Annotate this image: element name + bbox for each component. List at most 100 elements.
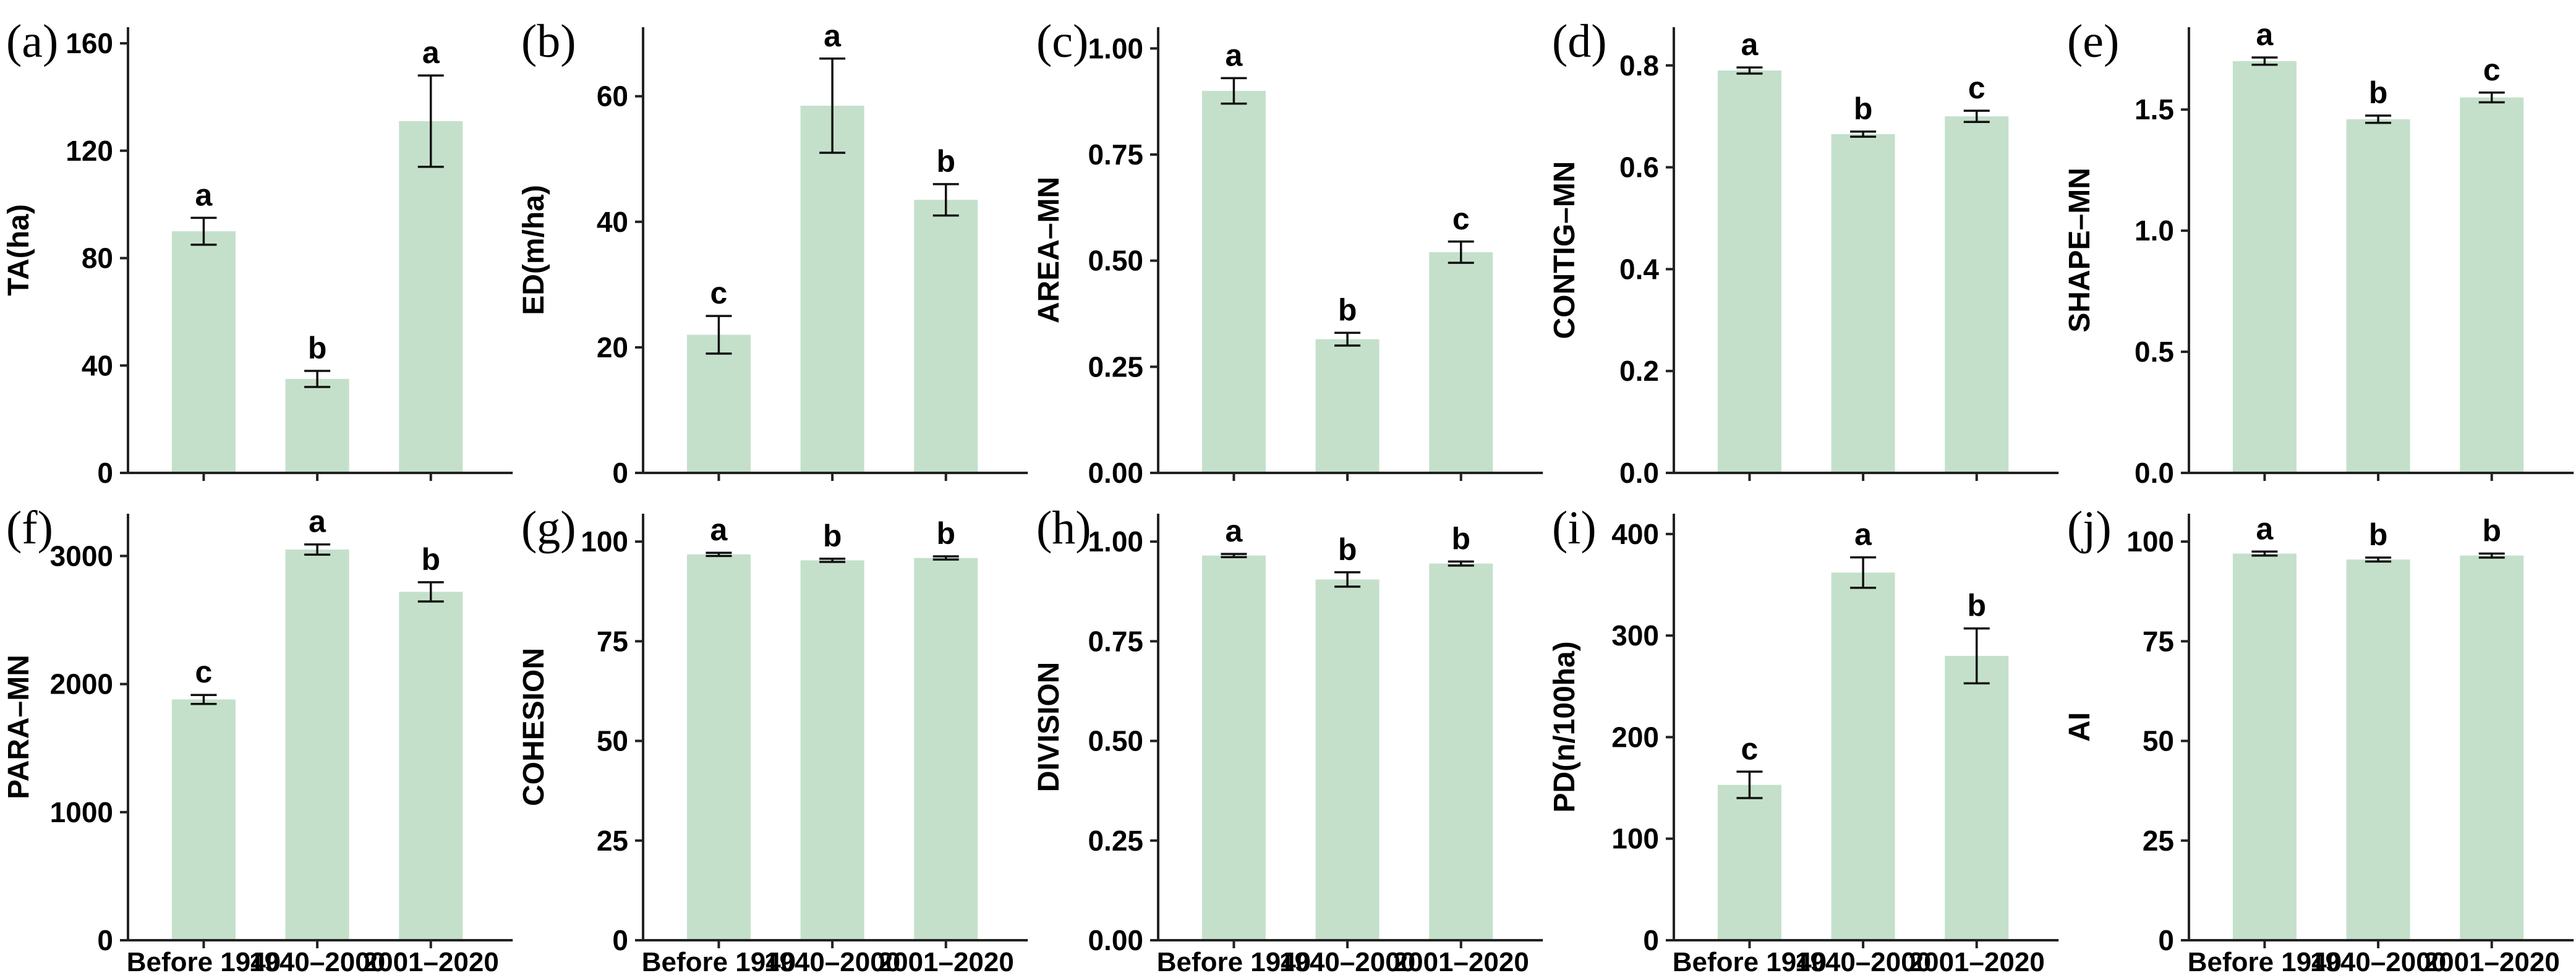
y-tick-label: 1.5 <box>2135 93 2174 125</box>
y-tick-label: 0 <box>613 924 629 956</box>
bar <box>1202 555 1266 940</box>
y-tick-label: 0.75 <box>1088 138 1144 171</box>
error-bar <box>304 543 331 556</box>
error-bar <box>1221 553 1247 559</box>
x-category-label: 2001–2020 <box>1393 947 1529 973</box>
bar <box>800 105 864 473</box>
bar <box>687 334 751 473</box>
y-axis-title: DIVISION <box>1033 662 1065 792</box>
panel-e: 0.0 0.5 1.0 1.5 a b c SHAPE–MN (e) <box>2061 0 2576 487</box>
error-bar <box>1334 331 1361 347</box>
bar <box>914 200 978 473</box>
y-axis-title: TA(ha) <box>2 204 35 295</box>
bar <box>2346 119 2410 473</box>
y-tick-label: 0 <box>1643 924 1659 956</box>
significance-letter: b <box>1338 292 1357 327</box>
y-tick-label: 0.25 <box>1088 825 1144 857</box>
error-bar <box>706 551 732 558</box>
significance-letter: c <box>710 276 728 310</box>
y-axis-title: COHESION <box>518 648 550 806</box>
x-category-label: 2001–2020 <box>878 947 1014 973</box>
significance-letter: a <box>1741 27 1759 62</box>
x-category-label: 1940–2000 <box>1795 947 1931 973</box>
y-tick-label: 0 <box>97 924 113 956</box>
x-category-label: Before 1940 <box>2187 947 2341 973</box>
y-tick-label: 300 <box>1611 619 1659 652</box>
y-tick-label: 50 <box>2143 725 2174 757</box>
significance-letter: b <box>823 519 842 553</box>
y-tick-label: 80 <box>82 242 113 274</box>
y-axis-title: SHAPE–MN <box>2063 168 2096 333</box>
significance-letter: a <box>2256 17 2274 52</box>
significance-letter: b <box>1967 588 1986 623</box>
y-tick-label: 0.75 <box>1088 625 1144 657</box>
panel-tag: (b) <box>521 15 576 67</box>
x-category-label: Before 1940 <box>1672 947 1826 973</box>
error-bar <box>819 558 846 563</box>
y-tick-label: 2000 <box>50 668 113 700</box>
panel-i: 0 100 200 300 400 Before 1940 1940–2000 2001–20… <box>1546 487 2061 973</box>
bar <box>1717 70 1781 473</box>
y-tick-label: 1.00 <box>1088 32 1144 64</box>
error-bar <box>2251 56 2278 66</box>
panel-tag: (f) <box>6 502 53 554</box>
bar <box>1717 784 1781 940</box>
y-tick-label: 100 <box>1611 823 1659 855</box>
x-category-label: 1940–2000 <box>2310 947 2446 973</box>
panel-tag: (h) <box>1036 502 1091 554</box>
y-tick-label: 60 <box>597 80 628 113</box>
bar <box>1202 91 1266 473</box>
error-bar <box>1963 109 1990 124</box>
y-tick-label: 20 <box>597 331 628 363</box>
y-tick-label: 0.25 <box>1088 351 1144 383</box>
significance-letter: b <box>421 542 440 577</box>
error-bar <box>417 74 444 168</box>
bar-chart-i: 0 100 200 300 400 Before 19401940–20002001–20… <box>1548 502 2058 973</box>
error-bar <box>819 57 846 154</box>
y-tick-label: 3000 <box>50 540 113 572</box>
error-bar <box>2365 556 2391 563</box>
error-bar <box>2478 91 2505 104</box>
bar-chart-h: 0.00 0.25 0.50 0.75 1.00 Before 19401940–2000… <box>1033 502 1543 973</box>
significance-letter: c <box>2483 53 2501 87</box>
panel-f: 0 1000 2000 3000 Before 1940 1940–2000 2001–20… <box>0 487 515 973</box>
significance-letter: b <box>937 516 956 551</box>
y-tick-label: 0.8 <box>1619 49 1659 82</box>
bar-chart-b: 0 20 40 60 c a b ED(m/ha) (b) <box>518 15 1028 487</box>
significance-letter: b <box>1853 91 1872 126</box>
x-category-label: Before 1940 <box>642 947 796 973</box>
bar <box>1944 116 2008 473</box>
bar <box>2460 555 2523 940</box>
y-tick-label: 75 <box>597 625 628 657</box>
y-tick-label: 0.0 <box>2135 457 2174 487</box>
significance-letter: b <box>308 331 327 365</box>
bar-chart-c: 0.00 0.25 0.50 0.75 1.00 a b c AREA–MN (c) <box>1033 15 1543 487</box>
error-bar <box>1448 240 1475 264</box>
bar <box>285 550 349 940</box>
error-bar <box>1963 627 1990 685</box>
error-bar <box>304 370 331 388</box>
bar <box>1429 252 1493 473</box>
x-category-label: 2001–2020 <box>363 947 499 973</box>
bar <box>171 699 236 940</box>
x-category-label: 2001–2020 <box>1908 947 2044 973</box>
y-tick-label: 120 <box>66 135 113 167</box>
y-tick-label: 100 <box>581 525 628 558</box>
panel-a: 0 40 80 120 160 a b a TA(ha) (a) <box>0 0 515 487</box>
significance-letter: b <box>937 144 956 179</box>
y-tick-label: 25 <box>597 825 628 857</box>
bar <box>171 231 236 473</box>
y-axis-title: AI <box>2063 712 2096 742</box>
y-axis-title: PD(n/100ha) <box>1548 641 1581 812</box>
significance-letter: a <box>710 512 728 547</box>
error-bar <box>1448 560 1475 567</box>
significance-letter: a <box>1226 38 1243 72</box>
y-tick-label: 0.0 <box>1619 457 1659 487</box>
y-tick-label: 0.00 <box>1088 924 1144 956</box>
y-axis-title: ED(m/ha) <box>518 185 550 315</box>
significance-letter: b <box>1338 532 1357 567</box>
error-bar <box>2251 550 2278 557</box>
y-tick-label: 40 <box>597 206 628 238</box>
